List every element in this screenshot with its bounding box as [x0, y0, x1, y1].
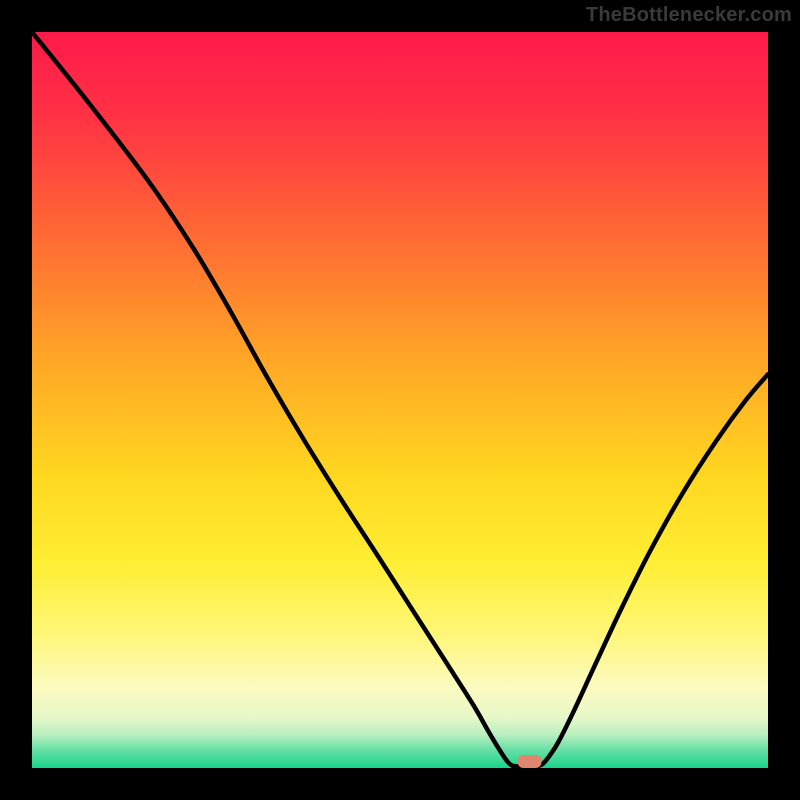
optimal-marker [518, 755, 542, 768]
bottleneck-chart: TheBottlenecker.com [0, 0, 800, 800]
watermark-text: TheBottlenecker.com [586, 4, 792, 27]
chart-svg [0, 0, 800, 800]
gradient-background [32, 32, 768, 768]
